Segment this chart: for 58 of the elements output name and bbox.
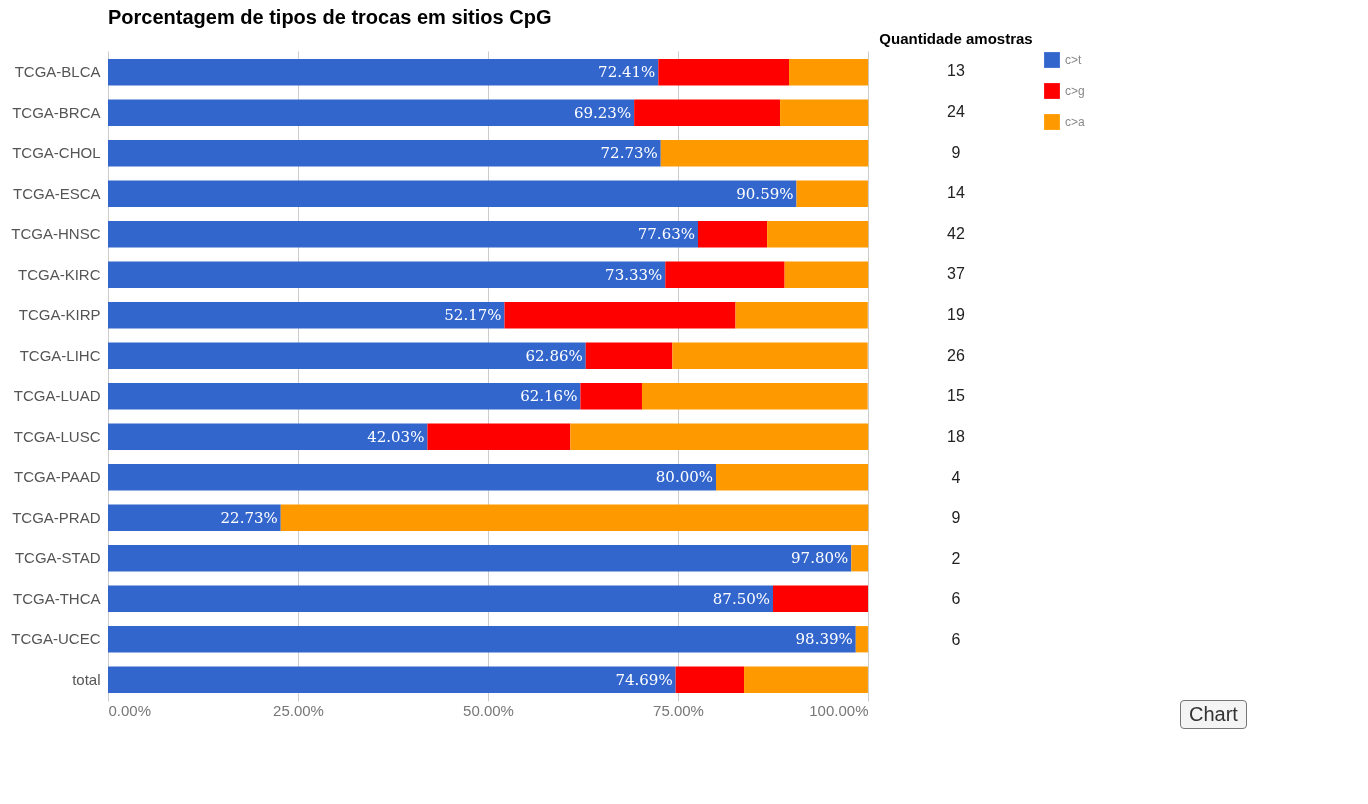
x-tick-label: 75.00% <box>653 701 704 719</box>
data-label: 87.50% <box>712 589 770 608</box>
text: 2 <box>951 549 961 567</box>
text: 13 <box>947 62 965 80</box>
text: 19 <box>947 306 965 324</box>
data-label: 90.59% <box>736 184 794 203</box>
data-label: 77.63% <box>637 225 695 244</box>
y-tick-label: TCGA-LUAD <box>13 387 101 405</box>
chart-button: Chart <box>1180 700 1247 729</box>
data-label: 73.33% <box>605 265 663 284</box>
y-tick-label: TCGA-ESCA <box>12 184 101 202</box>
text: 18 <box>947 427 965 445</box>
y-tick-label: TCGA-KIRP <box>18 306 101 324</box>
y-tick-label: TCGA-STAD <box>14 549 101 567</box>
y-tick-label: TCGA-THCA <box>13 589 101 607</box>
text: Quantidade amostras <box>879 30 1033 47</box>
legend-label: c>t <box>1065 53 1083 67</box>
data-label: 62.16% <box>520 387 578 406</box>
data-label: 42.03% <box>367 427 425 446</box>
legend-label: c>g <box>1065 84 1085 98</box>
text: 6 <box>951 590 961 608</box>
text: 24 <box>947 102 965 120</box>
y-tick-label: total <box>72 670 101 688</box>
text: 26 <box>947 346 965 364</box>
text: 14 <box>947 184 965 202</box>
y-tick-label: TCGA-KIRC <box>18 265 101 283</box>
text: 9 <box>951 143 961 161</box>
x-tick-label: 0.00% <box>108 701 152 719</box>
data-label: 97.80% <box>791 549 849 568</box>
chart-title: Porcentagem de tipos de trocas em sitios CpG <box>108 6 552 28</box>
text: 6 <box>951 631 961 649</box>
data-label: 52.17% <box>444 306 502 325</box>
text: 42 <box>947 224 965 242</box>
x-tick-label: 25.00% <box>273 701 324 719</box>
data-label: 69.23% <box>573 103 632 122</box>
y-tick-label: TCGA-HNSC <box>11 225 101 243</box>
y-tick-label: TCGA-BLCA <box>14 63 101 81</box>
y-tick-label: TCGA-PRAD <box>12 508 101 526</box>
text: 4 <box>951 468 961 486</box>
y-tick-label: TCGA-BRCA <box>12 103 101 121</box>
data-label: 62.86% <box>525 346 583 365</box>
y-tick-label: TCGA-UCEC <box>11 630 101 648</box>
x-tick-label: 100.00% <box>809 701 869 719</box>
y-tick-label: TCGA-LUSC <box>13 427 101 445</box>
text: 37 <box>947 265 965 283</box>
data-label: 74.69% <box>615 670 673 689</box>
data-label: 22.73% <box>220 508 278 527</box>
y-tick-label: TCGA-LIHC <box>19 346 101 364</box>
y-tick-label: TCGA-PAAD <box>14 468 101 486</box>
text: 9 <box>951 509 961 527</box>
y-tick-label: TCGA-CHOL <box>12 144 101 162</box>
data-label: 80.00% <box>655 468 713 487</box>
legend-label: c>a <box>1065 115 1086 129</box>
text: 15 <box>947 387 965 405</box>
data-label: 72.73% <box>600 144 658 163</box>
x-tick-label: 50.00% <box>463 701 514 719</box>
data-label: 98.39% <box>795 630 853 649</box>
data-label: 72.41% <box>598 63 656 82</box>
